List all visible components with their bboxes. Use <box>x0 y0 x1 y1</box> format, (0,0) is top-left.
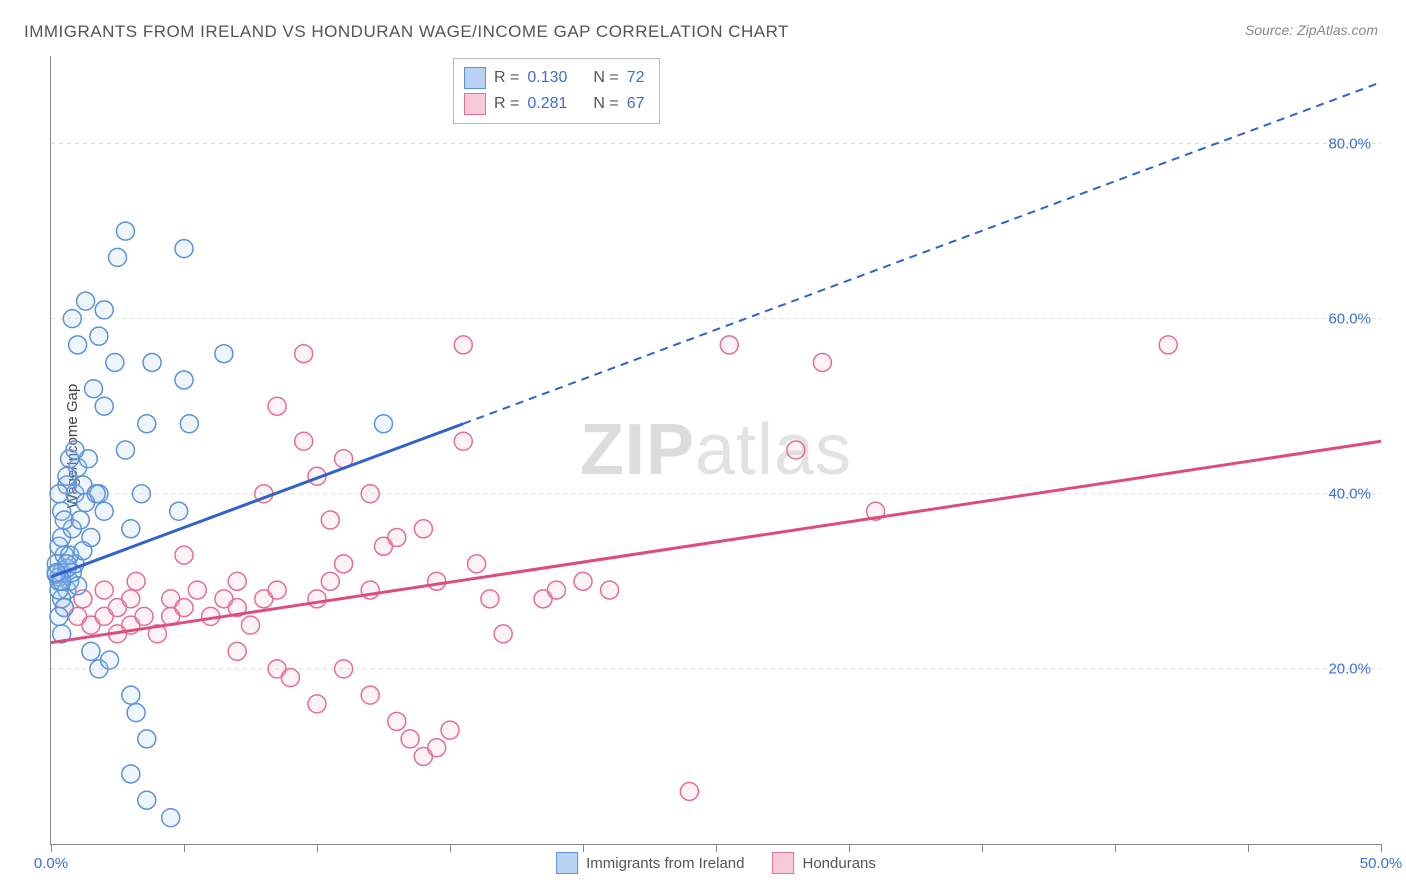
r-label: R = <box>494 95 519 113</box>
x-tick <box>1115 844 1116 852</box>
y-tick-label: 20.0% <box>1328 660 1371 677</box>
stat-box: R = 0.130 N = 72 R = 0.281 N = 67 <box>453 58 660 124</box>
x-tick <box>1381 844 1382 852</box>
x-tick <box>51 844 52 852</box>
swatch-honduran <box>464 93 486 115</box>
n-value-honduran: 67 <box>627 95 645 113</box>
legend-item-ireland: Immigrants from Ireland <box>556 852 744 874</box>
swatch-ireland <box>556 852 578 874</box>
n-value-ireland: 72 <box>627 69 645 87</box>
swatch-honduran <box>773 852 795 874</box>
stat-row-honduran: R = 0.281 N = 67 <box>464 91 645 117</box>
x-tick-label: 50.0% <box>1360 855 1403 872</box>
swatch-ireland <box>464 67 486 89</box>
r-value-ireland: 0.130 <box>527 69 567 87</box>
x-tick <box>982 844 983 852</box>
r-label: R = <box>494 69 519 87</box>
x-tick <box>1248 844 1249 852</box>
chart-svg <box>51 56 1381 844</box>
legend: Immigrants from Ireland Hondurans <box>556 852 876 874</box>
x-tick-label: 0.0% <box>34 855 68 872</box>
x-tick <box>450 844 451 852</box>
x-tick <box>184 844 185 852</box>
y-tick-label: 80.0% <box>1328 135 1371 152</box>
r-value-honduran: 0.281 <box>527 95 567 113</box>
n-label: N = <box>593 95 618 113</box>
legend-item-honduran: Hondurans <box>773 852 876 874</box>
chart-title: IMMIGRANTS FROM IRELAND VS HONDURAN WAGE… <box>24 22 789 42</box>
x-tick <box>583 844 584 852</box>
x-tick <box>849 844 850 852</box>
x-tick <box>716 844 717 852</box>
x-tick <box>317 844 318 852</box>
legend-label-honduran: Hondurans <box>803 855 876 872</box>
n-label: N = <box>593 69 618 87</box>
source-attribution: Source: ZipAtlas.com <box>1245 22 1378 38</box>
legend-label-ireland: Immigrants from Ireland <box>586 855 744 872</box>
y-tick-label: 40.0% <box>1328 485 1371 502</box>
stat-row-ireland: R = 0.130 N = 72 <box>464 65 645 91</box>
y-tick-label: 60.0% <box>1328 310 1371 327</box>
plot-area: ZIPatlas R = 0.130 N = 72 R = 0.281 N = … <box>50 56 1381 845</box>
